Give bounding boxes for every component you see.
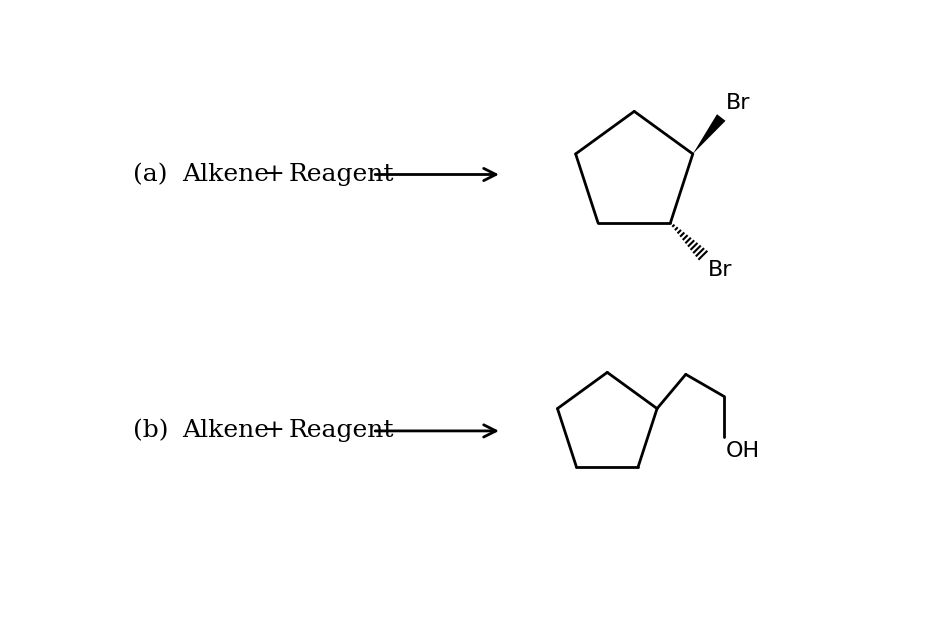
Text: +: + [263,163,284,186]
Text: +: + [263,419,284,443]
Text: Alkene: Alkene [183,163,270,186]
Text: Alkene: Alkene [183,419,270,443]
Text: (b): (b) [133,419,168,443]
Text: Br: Br [707,260,731,280]
Text: Br: Br [725,93,750,113]
Polygon shape [692,114,725,154]
Text: (a): (a) [133,163,168,186]
Text: OH: OH [725,441,759,461]
Text: Reagent: Reagent [288,419,394,443]
Text: Reagent: Reagent [288,163,394,186]
